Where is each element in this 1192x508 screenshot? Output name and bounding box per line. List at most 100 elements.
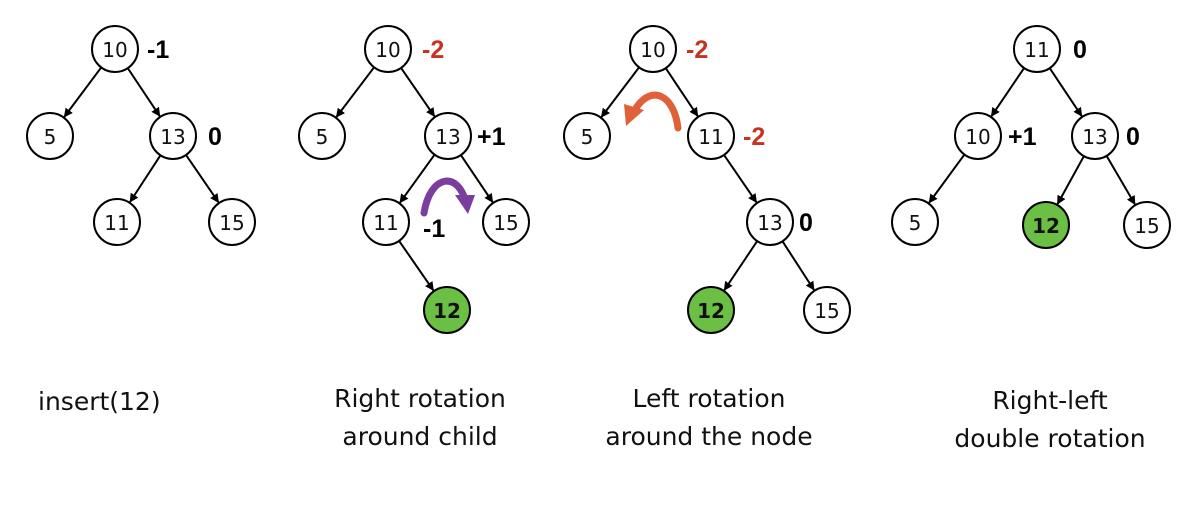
tree-node-5: 5	[298, 112, 346, 160]
node-label: 15	[1134, 214, 1159, 238]
panel-3: 10 -2 5 11 -2 13 0 12 15	[563, 25, 851, 334]
node-label: 10	[102, 38, 127, 62]
node-circle	[1123, 201, 1171, 249]
node-circle	[891, 198, 939, 246]
edge-10-to-5	[335, 66, 375, 118]
node-label: 10	[965, 125, 990, 149]
caption-line: Left rotation	[632, 384, 785, 413]
node-label: 10	[375, 38, 400, 62]
edge-13-to-15	[781, 240, 815, 291]
caption-line: Right rotation	[334, 384, 506, 413]
node-circle	[746, 198, 794, 246]
left-rotation-arrow	[632, 91, 682, 132]
tree-node-13: 13 +1	[424, 112, 506, 160]
node-circle	[26, 112, 74, 160]
caption-line: around child	[342, 422, 497, 451]
node-label: 5	[581, 125, 594, 149]
tree-node-5: 5	[26, 112, 74, 160]
node-label: 10	[640, 38, 665, 62]
edge-10-to-5	[63, 66, 103, 118]
node-label: 13	[1082, 125, 1107, 149]
node-circle	[1071, 112, 1119, 160]
caption-line: Right-left	[992, 386, 1108, 415]
panel-caption: Right-left double rotation	[954, 386, 1145, 453]
edge-13-to-15	[460, 154, 494, 203]
panel-1: 10 -1 5 13 0 11 15	[26, 25, 256, 246]
tree-node-13: 13 0	[1071, 112, 1140, 160]
edge-13-to-11	[129, 154, 162, 203]
edge-10-to-11	[664, 67, 699, 117]
tree-node-11: 11	[93, 198, 141, 246]
node-circle	[687, 112, 735, 160]
edge-13-to-11	[399, 154, 436, 204]
rotation-arrows	[420, 91, 682, 217]
balance-factor-label: 0	[1126, 123, 1140, 151]
tree-node-10: 10 -2	[629, 25, 708, 73]
tree-node-13: 13 0	[746, 198, 813, 246]
tree-node-15: 15	[803, 286, 851, 334]
balance-factor-label: -1	[423, 215, 445, 243]
node-label: 15	[814, 299, 839, 323]
node-label: 13	[757, 211, 782, 235]
tree-node-5: 5	[891, 198, 939, 246]
tree-node-11: 11 -2	[687, 112, 765, 160]
panel-caption: Left rotation around the node	[605, 384, 812, 451]
edge-13-to-12	[723, 240, 759, 291]
node-label: 12	[697, 299, 725, 323]
panel-caption: Right rotation around child	[334, 384, 506, 451]
node-label: 11	[104, 211, 129, 235]
node-label: 15	[493, 211, 518, 235]
balance-factor-label: -1	[147, 36, 169, 64]
balance-factor-label: 0	[1073, 36, 1087, 64]
node-label: 13	[435, 125, 460, 149]
node-circle	[91, 25, 139, 73]
tree-node-10: 10 -1	[91, 25, 169, 73]
node-circle	[1013, 25, 1061, 73]
tree-node-11: 11 -1	[362, 198, 445, 246]
edge-11-to-12	[398, 240, 435, 292]
node-circle	[1022, 201, 1070, 249]
node-circle	[364, 25, 412, 73]
panel-caption: insert(12)	[38, 387, 161, 416]
edge-10-to-5	[928, 153, 966, 204]
caption-line: insert(12)	[38, 387, 161, 416]
node-label: 5	[909, 211, 922, 235]
caption-line: double rotation	[954, 424, 1145, 453]
tree-node-12: 12	[423, 286, 471, 334]
node-circle	[423, 286, 471, 334]
node-label: 15	[219, 211, 244, 235]
edge-10-to-5	[600, 66, 640, 118]
panel-4: 11 0 10 +1 13 0 5 12 15	[891, 25, 1171, 249]
balance-factor-label: 0	[208, 123, 222, 151]
balance-factor-label: -2	[686, 36, 708, 64]
node-label: 12	[1032, 214, 1060, 238]
tree-node-15: 15	[1123, 201, 1171, 249]
node-label: 11	[373, 211, 398, 235]
node-label: 13	[160, 125, 185, 149]
balance-factor-label: 0	[799, 209, 813, 237]
node-label: 11	[698, 125, 723, 149]
panel-2: 10 -2 5 13 +1 11 -1 15 12	[298, 25, 530, 334]
right-rotation-arrow	[420, 177, 470, 217]
tree-node-12: 12	[1022, 201, 1070, 249]
tree-node-12: 12	[687, 286, 735, 334]
balance-factor-label: +1	[1008, 123, 1037, 151]
tree-node-10: 10 +1	[954, 112, 1037, 160]
balance-factor-label: -2	[422, 36, 444, 64]
caption-line: around the node	[605, 422, 812, 451]
balance-factor-label: +1	[477, 123, 506, 151]
edge-13-to-12	[1056, 155, 1085, 205]
node-circle	[149, 112, 197, 160]
balance-factor-label: -2	[743, 123, 765, 151]
tree-node-15: 15	[208, 198, 256, 246]
tree-node-15: 15	[482, 198, 530, 246]
edge-13-to-15	[1105, 155, 1136, 206]
node-circle	[298, 112, 346, 160]
edge-11-to-10	[990, 67, 1025, 117]
edge-11-to-13	[723, 154, 758, 203]
node-circle	[803, 286, 851, 334]
edge-10-to-13	[126, 67, 161, 117]
node-circle	[93, 198, 141, 246]
tree-node-11: 11 0	[1013, 25, 1087, 73]
